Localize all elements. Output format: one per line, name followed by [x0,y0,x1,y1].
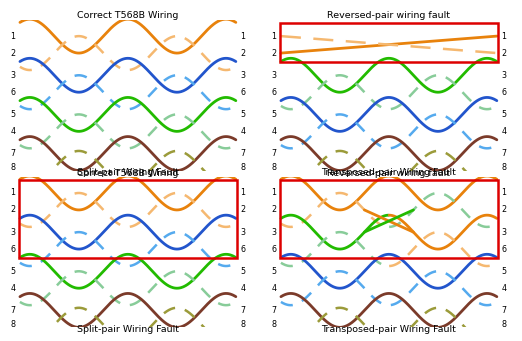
Text: 1: 1 [241,32,246,41]
Text: 7: 7 [10,306,15,315]
Text: 7: 7 [271,149,276,158]
Text: 2: 2 [271,48,276,58]
Text: 6: 6 [241,88,246,97]
Text: 8: 8 [10,163,15,173]
Text: 8: 8 [241,163,246,173]
Text: 7: 7 [10,149,15,158]
Text: 5: 5 [241,110,246,119]
Text: 8: 8 [271,320,276,329]
Text: 1: 1 [502,32,507,41]
Text: 3: 3 [502,227,507,237]
Text: 4: 4 [271,284,276,293]
Text: 2: 2 [241,48,246,58]
Text: 2: 2 [502,48,507,58]
Text: 5: 5 [10,267,15,276]
Text: 3: 3 [241,71,246,80]
Text: 8: 8 [502,320,507,329]
Text: 5: 5 [241,267,246,276]
Text: 4: 4 [241,127,246,136]
Text: 6: 6 [502,88,507,97]
Text: 7: 7 [241,149,246,158]
Text: 3: 3 [271,227,276,237]
Text: 2: 2 [271,205,276,214]
Text: Correct T568B Wiring: Correct T568B Wiring [77,168,179,178]
Text: 4: 4 [241,284,246,293]
Bar [280,23,498,62]
Text: 6: 6 [271,244,276,254]
Text: 2: 2 [241,205,246,214]
Text: 6: 6 [10,244,15,254]
Title: Reversed-pair wiring fault: Reversed-pair wiring fault [327,11,450,20]
Text: 4: 4 [10,284,15,293]
Text: 8: 8 [241,320,246,329]
Text: 7: 7 [271,306,276,315]
Bar [280,180,498,258]
Text: 7: 7 [241,306,246,315]
Title: Split-pair Wiring Fault: Split-pair Wiring Fault [77,167,179,177]
Bar [19,180,237,258]
Text: 1: 1 [10,32,15,41]
Text: 1: 1 [271,189,276,197]
Text: 1: 1 [271,32,276,41]
Title: Correct T568B Wiring: Correct T568B Wiring [77,11,179,20]
Text: 2: 2 [10,205,15,214]
Text: 6: 6 [502,244,507,254]
Text: 4: 4 [271,127,276,136]
Text: 5: 5 [271,267,276,276]
Text: Split-pair Wiring Fault: Split-pair Wiring Fault [77,325,179,335]
Text: 7: 7 [502,306,507,315]
Text: 3: 3 [241,227,246,237]
Text: 3: 3 [10,227,15,237]
Text: 6: 6 [241,244,246,254]
Text: 6: 6 [271,88,276,97]
Text: 1: 1 [10,189,15,197]
Text: 3: 3 [502,71,507,80]
Text: 3: 3 [271,71,276,80]
Text: 7: 7 [502,149,507,158]
Text: 5: 5 [502,110,507,119]
Text: 4: 4 [502,127,507,136]
Text: 1: 1 [241,189,246,197]
Text: 4: 4 [10,127,15,136]
Text: Reversed-pair wiring fault: Reversed-pair wiring fault [327,168,450,178]
Text: 8: 8 [271,163,276,173]
Text: 6: 6 [10,88,15,97]
Text: 2: 2 [502,205,507,214]
Title: Transposed-pair Wiring Fault: Transposed-pair Wiring Fault [322,167,456,177]
Text: 8: 8 [10,320,15,329]
Text: 4: 4 [502,284,507,293]
Text: 2: 2 [10,48,15,58]
Text: 5: 5 [502,267,507,276]
Text: Transposed-pair Wiring Fault: Transposed-pair Wiring Fault [322,325,456,335]
Text: 5: 5 [271,110,276,119]
Text: 5: 5 [10,110,15,119]
Text: 1: 1 [502,189,507,197]
Text: 3: 3 [10,71,15,80]
Text: 8: 8 [502,163,507,173]
